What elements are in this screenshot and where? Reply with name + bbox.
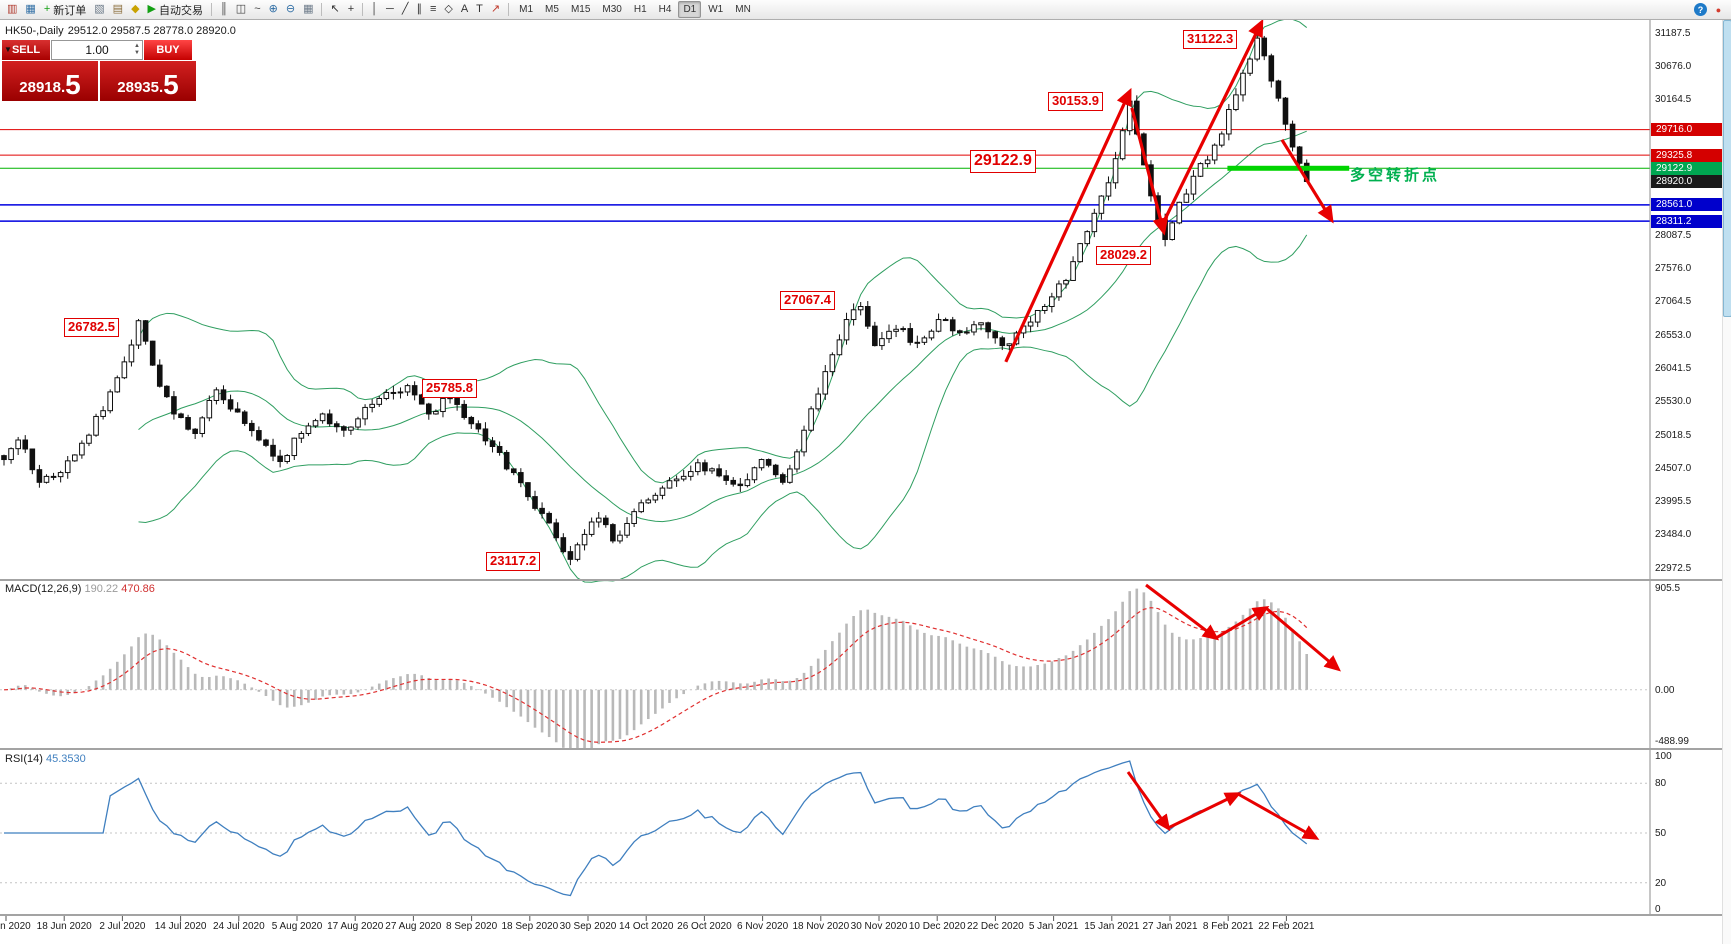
macd-signal-line <box>3 607 1308 743</box>
sell-price-button[interactable]: 28918. 5 <box>2 61 98 101</box>
autotrading-button[interactable]: ▶ 自动交易 <box>147 3 203 17</box>
timeframe-h1-button[interactable]: H1 <box>633 4 647 15</box>
rsi-line <box>4 760 1308 897</box>
notifications-icon[interactable]: ● <box>1715 4 1722 15</box>
toolbar-separator <box>362 3 364 16</box>
fibonacci-tool-icon[interactable]: ≡ <box>429 3 437 15</box>
volume-spinner-icon[interactable]: ▲ ▼ <box>134 43 140 56</box>
bollinger-upper-band <box>138 18 1308 484</box>
rsi-indicator-label: RSI(14) 45.3530 <box>5 753 86 765</box>
macd-main-value: 190.22 <box>84 583 119 595</box>
toolbar-separator <box>321 3 323 16</box>
buy-price-frac: 5 <box>163 69 179 101</box>
channel-tool-icon[interactable]: ∥ <box>416 3 422 15</box>
support-highlight-segment[interactable] <box>1227 165 1350 171</box>
timeframe-h4-button[interactable]: H4 <box>658 4 672 15</box>
horizontal-line-tool-icon[interactable]: ─ <box>386 3 394 15</box>
macd-name: MACD(12,26,9) <box>5 583 82 595</box>
timeframe-m30-button[interactable]: M30 <box>602 4 622 15</box>
cursor-icon[interactable]: ↖ <box>330 3 340 15</box>
bar-chart-type-icon[interactable]: ║ <box>220 3 228 15</box>
candles <box>1 33 1310 566</box>
trend-arrow[interactable] <box>1004 87 1132 363</box>
one-click-trade-panel: SELL 1.00 ▲ ▼ BUY 28918. 5 28935. 5 <box>2 40 196 101</box>
macd-trend-arrow[interactable] <box>1145 583 1220 641</box>
sell-price-frac: 5 <box>65 69 81 101</box>
ohlc-values: 29512.0 29587.5 28778.0 28920.0 <box>67 25 236 37</box>
crosshair-icon[interactable]: + <box>347 3 355 15</box>
symbol-timeframe-label: HK50-,Daily <box>5 25 64 37</box>
text-tool-icon[interactable]: A <box>460 3 469 15</box>
trendline-tool-icon[interactable]: ╱ <box>401 3 409 15</box>
buy-button[interactable]: BUY <box>144 40 192 60</box>
tile-windows-icon[interactable]: ▦ <box>303 3 314 15</box>
chart-title: HK50-,Daily 29512.0 29587.5 28778.0 28920… <box>5 25 236 37</box>
bollinger-middle-band <box>138 130 1307 523</box>
volume-input[interactable]: 1.00 ▲ ▼ <box>51 40 143 60</box>
timeframe-mn-button[interactable]: MN <box>735 4 751 15</box>
candlestick-type-icon[interactable]: ◫ <box>235 3 247 15</box>
panel-splitter-macd[interactable] <box>0 579 1722 581</box>
label-tool-icon[interactable]: T <box>476 3 483 15</box>
bollinger-bands <box>138 18 1308 583</box>
sell-price-int: 28918. <box>19 79 66 96</box>
panel-splitter-rsi[interactable] <box>0 748 1722 750</box>
volume-value: 1.00 <box>85 43 109 57</box>
vertical-line-tool-icon[interactable]: │ <box>371 3 379 15</box>
line-chart-type-icon[interactable]: ~ <box>254 3 261 15</box>
annotation-note-text[interactable]: 多空转折点 <box>1350 167 1441 184</box>
rsi-trend-arrow[interactable] <box>1237 792 1320 840</box>
trend-arrow[interactable] <box>1130 107 1169 236</box>
timeframe-m5-button[interactable]: M5 <box>545 4 559 15</box>
macd-trend-arrow[interactable] <box>1215 605 1270 640</box>
macd-indicator-label: MACD(12,26,9) 190.22 470.86 <box>5 583 155 595</box>
buy-price-int: 28935. <box>117 79 164 96</box>
trend-arrow[interactable] <box>1280 138 1334 224</box>
metaeditor-icon[interactable]: ◆ <box>131 3 140 15</box>
sell-button[interactable]: SELL <box>2 40 50 60</box>
terminal-icon[interactable]: ▥ <box>7 3 18 15</box>
macd-histogram <box>9 588 1309 748</box>
macd-trend-arrow[interactable] <box>1265 606 1341 672</box>
buy-price-button[interactable]: 28935. 5 <box>100 61 196 101</box>
panel-splitter-timeaxis[interactable] <box>0 914 1722 916</box>
new-order-button[interactable]: + 新订单 <box>43 3 87 17</box>
charts-grid-icon[interactable]: ▧ <box>94 3 105 15</box>
profiles-icon[interactable]: ▤ <box>112 3 124 15</box>
rsi-trend-arrow[interactable] <box>1126 771 1171 832</box>
bollinger-lower-band <box>138 234 1308 583</box>
main-toolbar: ▥ ▦ + 新订单 ▧ ▤ ◆ ▶ 自动交易 ║ ◫ ~ ⊕ ⊖ ▦ ↖ + │ ─ ╱ ∥ ≡ ◇ A T ↗ M1 M5 M15 M3… <box>0 0 1731 20</box>
trade-panel-collapse-icon[interactable]: ▼ <box>4 45 12 54</box>
zoom-out-icon[interactable]: ⊖ <box>285 3 296 15</box>
timeframe-m1-button[interactable]: M1 <box>519 4 534 15</box>
arrow-tool-icon[interactable]: ↗ <box>490 3 501 15</box>
rsi-name: RSI(14) <box>5 753 43 765</box>
scrollbar-thumb[interactable] <box>1723 20 1731 317</box>
rsi-trend-arrow[interactable] <box>1167 792 1242 830</box>
timeframe-m15-button[interactable]: M15 <box>570 4 591 15</box>
chart-window-icon[interactable]: ▦ <box>25 3 36 15</box>
timeframe-d1-button[interactable]: D1 <box>678 1 702 18</box>
chart-scrollbar[interactable] <box>1722 20 1731 944</box>
shapes-tool-icon[interactable]: ◇ <box>444 3 453 15</box>
zoom-in-icon[interactable]: ⊕ <box>268 3 278 15</box>
timeframe-w1-button[interactable]: W1 <box>708 4 724 15</box>
toolbar-separator <box>211 3 212 16</box>
horizontal-level-lines <box>0 129 1650 222</box>
help-icon[interactable]: ? <box>1694 3 1707 16</box>
macd-signal-value: 470.86 <box>121 583 155 595</box>
toolbar-separator <box>508 3 510 16</box>
trend-arrow[interactable] <box>1162 18 1264 223</box>
toolbar-right-group: ? ● <box>1694 3 1728 16</box>
rsi-value: 45.3530 <box>45 753 86 765</box>
